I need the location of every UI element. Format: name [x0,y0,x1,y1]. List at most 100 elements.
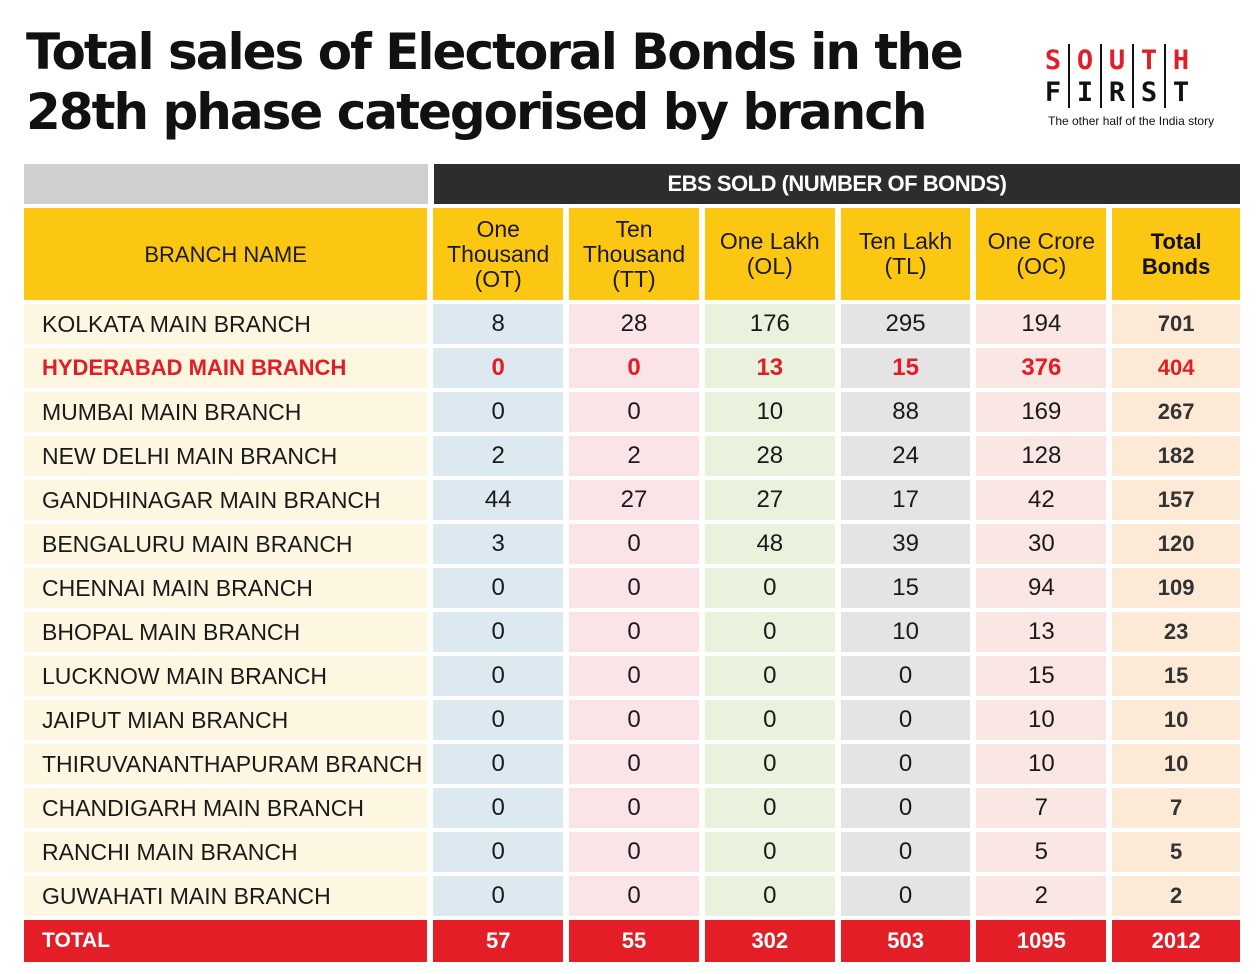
table-row: JAIPUT MIAN BRANCH 0 0 0 0 10 10 [24,700,1241,740]
tl-cell: 10 [840,612,971,652]
tl-cell: 15 [840,348,971,388]
column-header-ol: One Lakh (OL) [704,208,835,300]
super-header-blank [24,164,428,204]
total-bonds-cell: 2 [1112,876,1241,916]
ol-cell: 0 [704,656,835,696]
oc-cell: 194 [976,304,1107,344]
table-row: BHOPAL MAIN BRANCH 0 0 0 10 13 23 [24,612,1241,652]
ol-cell: 0 [704,700,835,740]
column-header-total: Total Bonds [1112,208,1240,300]
tl-cell: 39 [840,524,971,564]
oc-cell: 13 [976,612,1107,652]
oc-cell: 15 [976,656,1107,696]
total-bonds-cell: 10 [1112,700,1241,740]
table-body: KOLKATA MAIN BRANCH 8 28 176 295 194 701 HYDERA… [24,304,1241,916]
oc-cell: 169 [976,392,1107,432]
total-bonds-cell: 109 [1112,568,1241,608]
total-ot: 57 [433,920,564,962]
logo-letter: F [1044,76,1062,108]
branch-name-cell: LUCKNOW MAIN BRANCH [24,656,428,696]
ot-cell: 2 [433,436,564,476]
tt-cell: 0 [569,612,699,652]
ot-cell: 0 [433,744,564,784]
ot-cell: 0 [433,392,564,432]
total-ol: 302 [704,920,835,962]
table-row: BENGALURU MAIN BRANCH 3 0 48 39 30 120 [24,524,1241,564]
tl-cell: 15 [840,568,971,608]
ol-cell: 28 [704,436,835,476]
total-oc: 1095 [976,920,1107,962]
ot-cell: 3 [433,524,564,564]
super-header-label: EBS SOLD (NUMBER OF BONDS) [434,164,1240,204]
tl-cell: 17 [840,480,971,520]
ot-cell: 0 [433,656,564,696]
logo-letter: U [1100,44,1132,76]
oc-cell: 94 [976,568,1107,608]
branch-name-cell: MUMBAI MAIN BRANCH [24,392,428,432]
oc-cell: 2 [976,876,1107,916]
tt-cell: 0 [569,788,699,828]
branch-name-cell: KOLKATA MAIN BRANCH [24,304,428,344]
ot-cell: 0 [433,700,564,740]
table-row: CHENNAI MAIN BRANCH 0 0 0 15 94 109 [24,568,1241,608]
ol-cell: 0 [704,788,835,828]
total-bonds-cell: 404 [1112,348,1241,388]
total-tt: 55 [569,920,699,962]
oc-cell: 376 [976,348,1107,388]
branch-name-cell: HYDERABAD MAIN BRANCH [24,348,428,388]
oc-cell: 30 [976,524,1107,564]
ot-cell: 0 [433,832,564,872]
ol-cell: 0 [704,876,835,916]
total-bonds: 2012 [1112,920,1241,962]
branch-name-cell: RANCHI MAIN BRANCH [24,832,428,872]
ot-cell: 0 [433,876,564,916]
tl-cell: 295 [840,304,971,344]
tl-cell: 24 [840,436,971,476]
logo-letter: T [1164,76,1196,108]
total-bonds-cell: 7 [1112,788,1241,828]
logo-letter: S [1044,44,1062,76]
oc-cell: 10 [976,744,1107,784]
branch-name-cell: BENGALURU MAIN BRANCH [24,524,428,564]
ol-cell: 27 [704,480,835,520]
total-bonds-cell: 10 [1112,744,1241,784]
tl-cell: 0 [840,788,971,828]
tt-cell: 27 [569,480,699,520]
super-header-row: EBS SOLD (NUMBER OF BONDS) [24,164,1240,204]
south-first-logo: S O U T H F I R S T The other half of th… [1038,44,1238,128]
ol-cell: 0 [704,612,835,652]
table-row: RANCHI MAIN BRANCH 0 0 0 0 5 5 [24,832,1241,872]
tt-cell: 0 [569,832,699,872]
column-header-ot: One Thousand (OT) [433,208,564,300]
table-row: THIRUVANANTHAPURAM BRANCH 0 0 0 0 10 10 [24,744,1241,784]
tl-cell: 0 [840,876,971,916]
logo-letter: H [1164,44,1196,76]
branch-name-cell: CHENNAI MAIN BRANCH [24,568,428,608]
tl-cell: 0 [840,656,971,696]
oc-cell: 128 [976,436,1107,476]
tl-cell: 0 [840,700,971,740]
ot-cell: 0 [433,788,564,828]
column-header-tt: Ten Thousand (TT) [569,208,699,300]
total-label: TOTAL [24,920,428,962]
ol-cell: 0 [704,568,835,608]
total-bonds-cell: 15 [1112,656,1241,696]
ot-cell: 0 [433,568,564,608]
total-bonds-cell: 182 [1112,436,1241,476]
logo-letter: T [1132,44,1164,76]
column-header-oc: One Crore (OC) [976,208,1107,300]
logo-word-south: S O U T H [1038,44,1238,76]
tt-cell: 0 [569,656,699,696]
table-row: GANDHINAGAR MAIN BRANCH 44 27 27 17 42 157 [24,480,1241,520]
total-bonds-cell: 23 [1112,612,1241,652]
table-row: HYDERABAD MAIN BRANCH 0 0 13 15 376 404 [24,348,1241,388]
ot-cell: 0 [433,348,564,388]
ol-cell: 48 [704,524,835,564]
table-row: NEW DELHI MAIN BRANCH 2 2 28 24 128 182 [24,436,1241,476]
tt-cell: 0 [569,700,699,740]
column-header-branch: BRANCH NAME [24,208,428,300]
total-row: TOTAL 57 55 302 503 1095 2012 [24,920,1241,962]
branch-name-cell: JAIPUT MIAN BRANCH [24,700,428,740]
tl-cell: 0 [840,832,971,872]
branch-name-cell: CHANDIGARH MAIN BRANCH [24,788,428,828]
